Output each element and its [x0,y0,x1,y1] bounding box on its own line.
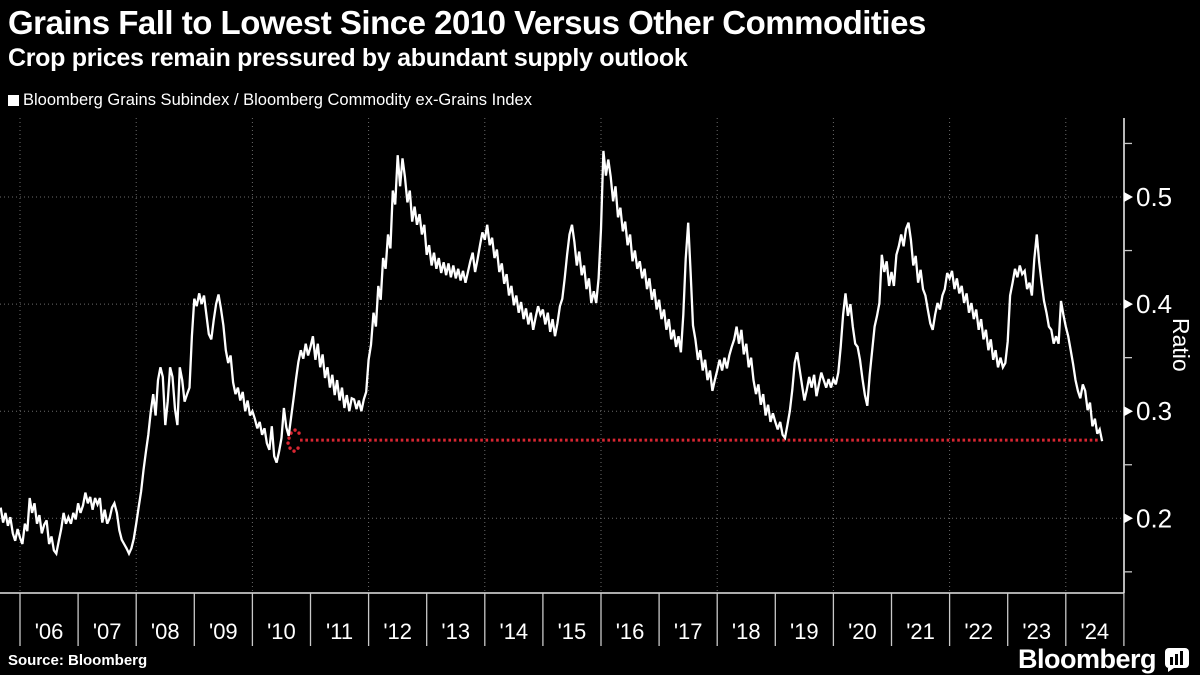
bloomberg-logo-icon [1165,648,1189,672]
x-axis-label: '17 [674,619,703,644]
x-axis-label: '24 [1081,619,1110,644]
reference-line-start-marker [297,431,301,435]
reference-line-start-marker [296,446,300,450]
legend-label: Bloomberg Grains Subindex / Bloomberg Co… [23,91,532,109]
y-axis-label: 0.2 [1136,503,1172,533]
bloomberg-wordmark: Bloomberg [1017,644,1157,674]
reference-line-start-marker [288,446,292,450]
x-axis-label: '15 [558,619,587,644]
x-axis-label: '08 [151,619,180,644]
x-axis-label: '07 [93,619,122,644]
x-axis-label: '23 [1022,619,1051,644]
x-axis-label: '20 [848,619,877,644]
x-axis-label: '13 [441,619,470,644]
x-axis-label: '22 [964,619,993,644]
page-subtitle: Crop prices remain pressured by abundant… [8,44,688,72]
y-tick-arrow-icon [1124,513,1133,524]
y-axis-label: 0.4 [1136,289,1172,319]
x-axis-label: '16 [616,619,645,644]
bloomberg-brand: Bloomberg [1018,644,1190,675]
source-note: Source: Bloomberg [8,652,148,669]
reference-line-start-marker [292,449,296,453]
x-axis-label: '18 [732,619,761,644]
x-axis-label: '21 [906,619,935,644]
reference-line-start-marker [293,428,297,432]
x-axis-label: '09 [209,619,238,644]
y-tick-arrow-icon [1124,299,1133,310]
x-axis-label: '11 [326,619,353,644]
grains-ratio-series-line [0,150,1104,557]
page-title: Grains Fall to Lowest Since 2010 Versus … [8,4,926,41]
x-axis-label: '12 [383,619,412,644]
y-axis-label: 0.3 [1136,396,1172,426]
x-axis-label: '14 [500,619,529,644]
y-tick-arrow-icon [1124,192,1133,202]
reference-line-start-marker [287,436,291,440]
y-axis-label: 0.5 [1136,182,1172,212]
x-axis-label: '19 [790,619,819,644]
legend: Bloomberg Grains Subindex / Bloomberg Co… [8,91,532,110]
y-axis-title: Ratio [1168,318,1194,372]
y-tick-arrow-icon [1124,406,1133,417]
reference-line-start-marker [286,441,290,445]
legend-swatch-icon [8,95,19,106]
x-axis-label: '06 [35,619,64,644]
x-axis-label: '10 [267,619,296,644]
